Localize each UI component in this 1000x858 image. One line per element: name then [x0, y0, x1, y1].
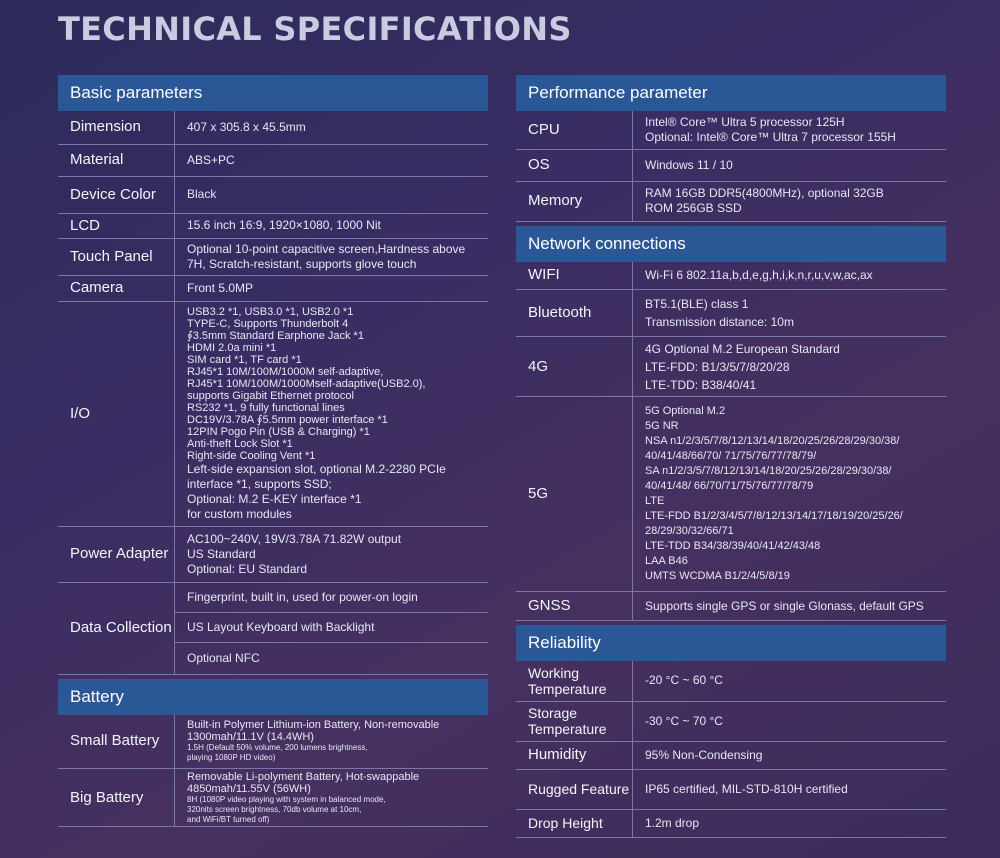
spec-value: -20 °C ~ 60 °C: [632, 661, 946, 702]
spec-label: Storage Temperature: [516, 701, 633, 742]
spec-row-lcd: LCD 15.6 inch 16:9, 1920×1080, 1000 Nit: [58, 213, 488, 239]
spec-value: Windows 11 / 10: [632, 149, 946, 182]
spec-label: LCD: [58, 213, 175, 239]
performance-table: CPU Intel® Core™ Ultra 5 processor 125H …: [516, 111, 946, 222]
reliability-header: Reliability: [516, 625, 946, 661]
spec-label: Rugged Feature: [516, 769, 633, 810]
spec-row-wifi: WIFI Wi-Fi 6 802.11a,b,d,e,g,h,i,k,n,r,u…: [516, 261, 946, 290]
spec-row-rugged-feature: Rugged Feature IP65 certified, MIL-STD-8…: [516, 769, 946, 810]
spec-label: Material: [58, 144, 175, 177]
spec-label: Big Battery: [58, 768, 175, 827]
spec-row-camera: Camera Front 5.0MP: [58, 275, 488, 302]
battery-header: Battery: [58, 678, 488, 715]
spec-row-storage-temperature: Storage Temperature -30 °C ~ 70 °C: [516, 701, 946, 742]
spec-label: Touch Panel: [58, 238, 175, 276]
spec-value: Front 5.0MP: [174, 275, 488, 302]
spec-row-small-battery: Small Battery Built-in Polymer Lithium-i…: [58, 714, 488, 769]
basic-parameters-table: Dimension 407 x 305.8 x 45.5mm Material …: [58, 111, 488, 675]
spec-label: Drop Height: [516, 809, 633, 838]
spec-value: Fingerprint, built in, used for power-on…: [174, 582, 488, 613]
spec-row-4g: 4G 4G Optional M.2 European Standard LTE…: [516, 336, 946, 397]
spec-label: OS: [516, 149, 633, 182]
spec-value: 4G Optional M.2 European Standard LTE-FD…: [632, 336, 946, 397]
spec-value: Intel® Core™ Ultra 5 processor 125H Opti…: [632, 111, 946, 150]
spec-row-humidity: Humidity 95% Non-Condensing: [516, 741, 946, 770]
spec-row-big-battery: Big Battery Removable Li-polyment Batter…: [58, 768, 488, 827]
network-table: WIFI Wi-Fi 6 802.11a,b,d,e,g,h,i,k,n,r,u…: [516, 261, 946, 621]
spec-label: WIFI: [516, 261, 633, 290]
spec-row-working-temperature: Working Temperature -20 °C ~ 60 °C: [516, 661, 946, 702]
spec-row-cpu: CPU Intel® Core™ Ultra 5 processor 125H …: [516, 111, 946, 150]
spec-value: US Layout Keyboard with Backlight: [174, 612, 488, 643]
spec-value: 1.2m drop: [632, 809, 946, 838]
spec-value: ABS+PC: [174, 144, 488, 177]
spec-value: IP65 certified, MIL-STD-810H certified: [632, 769, 946, 810]
spec-row-5g: 5G 5G Optional M.2 5G NR NSA n1/2/3/5/7/…: [516, 396, 946, 592]
spec-row-os: OS Windows 11 / 10: [516, 149, 946, 182]
spec-value: Removable Li-polyment Battery, Hot-swapp…: [174, 768, 488, 827]
spec-row-data-collection-keyboard: US Layout Keyboard with Backlight: [58, 612, 488, 643]
spec-value: Supports single GPS or single Glonass, d…: [632, 591, 946, 621]
basic-parameters-header: Basic parameters: [58, 75, 488, 111]
spec-label: Working Temperature: [516, 661, 633, 702]
spec-row-memory: Memory RAM 16GB DDR5(4800MHz), optional …: [516, 181, 946, 222]
spec-row-data-collection-nfc: Optional NFC: [58, 642, 488, 675]
spec-row-device-color: Device Color Black: [58, 176, 488, 214]
right-column: Performance parameter CPU Intel® Core™ U…: [516, 75, 946, 838]
spec-label: Memory: [516, 181, 633, 222]
spec-row-io: I/O USB3.2 *1, USB3.0 *1, USB2.0 *1 TYPE…: [58, 301, 488, 527]
battery-table: Small Battery Built-in Polymer Lithium-i…: [58, 714, 488, 827]
spec-row-drop-height: Drop Height 1.2m drop: [516, 809, 946, 838]
spec-label: I/O: [58, 301, 175, 527]
spec-label: 4G: [516, 336, 633, 397]
spec-label: Dimension: [58, 111, 175, 145]
spec-label: GNSS: [516, 591, 633, 621]
spec-value: USB3.2 *1, USB3.0 *1, USB2.0 *1 TYPE-C, …: [174, 301, 488, 527]
spec-row-touch-panel: Touch Panel Optional 10-point capacitive…: [58, 238, 488, 276]
spec-row-material: Material ABS+PC: [58, 144, 488, 177]
spec-value: 5G Optional M.2 5G NR NSA n1/2/3/5/7/8/1…: [632, 396, 946, 592]
spec-value: BT5.1(BLE) class 1 Transmission distance…: [632, 289, 946, 337]
spec-label: Data Collection: [58, 582, 175, 675]
spec-row-power-adapter: Power Adapter AC100~240V, 19V/3.78A 71.8…: [58, 526, 488, 583]
spec-label: 5G: [516, 396, 633, 592]
network-header: Network connections: [516, 225, 946, 262]
spec-value: Built-in Polymer Lithium-ion Battery, No…: [174, 714, 488, 769]
spec-value: 15.6 inch 16:9, 1920×1080, 1000 Nit: [174, 213, 488, 239]
left-column: Basic parameters Dimension 407 x 305.8 x…: [58, 75, 488, 827]
spec-value: Black: [174, 176, 488, 214]
spec-value: 95% Non-Condensing: [632, 741, 946, 770]
spec-label: Camera: [58, 275, 175, 302]
spec-row-gnss: GNSS Supports single GPS or single Glona…: [516, 591, 946, 621]
spec-row-dimension: Dimension 407 x 305.8 x 45.5mm: [58, 111, 488, 145]
spec-value: Optional 10-point capacitive screen,Hard…: [174, 238, 488, 276]
spec-value: Wi-Fi 6 802.11a,b,d,e,g,h,i,k,n,r,u,v,w,…: [632, 261, 946, 290]
spec-label: Small Battery: [58, 714, 175, 769]
page-title: TECHNICAL SPECIFICATIONS: [58, 10, 572, 48]
spec-value: -30 °C ~ 70 °C: [632, 701, 946, 742]
spec-label: Bluetooth: [516, 289, 633, 337]
spec-row-bluetooth: Bluetooth BT5.1(BLE) class 1 Transmissio…: [516, 289, 946, 337]
spec-label: Device Color: [58, 176, 175, 214]
spec-label: Humidity: [516, 741, 633, 770]
spec-row-data-collection: Data Collection Fingerprint, built in, u…: [58, 582, 488, 675]
spec-label: Power Adapter: [58, 526, 175, 583]
spec-value: Optional NFC: [174, 642, 488, 675]
spec-value: RAM 16GB DDR5(4800MHz), optional 32GB RO…: [632, 181, 946, 222]
spec-value: 407 x 305.8 x 45.5mm: [174, 111, 488, 145]
spec-value: AC100~240V, 19V/3.78A 71.82W output US S…: [174, 526, 488, 583]
reliability-table: Working Temperature -20 °C ~ 60 °C Stora…: [516, 661, 946, 838]
spec-label: CPU: [516, 111, 633, 150]
performance-header: Performance parameter: [516, 75, 946, 111]
